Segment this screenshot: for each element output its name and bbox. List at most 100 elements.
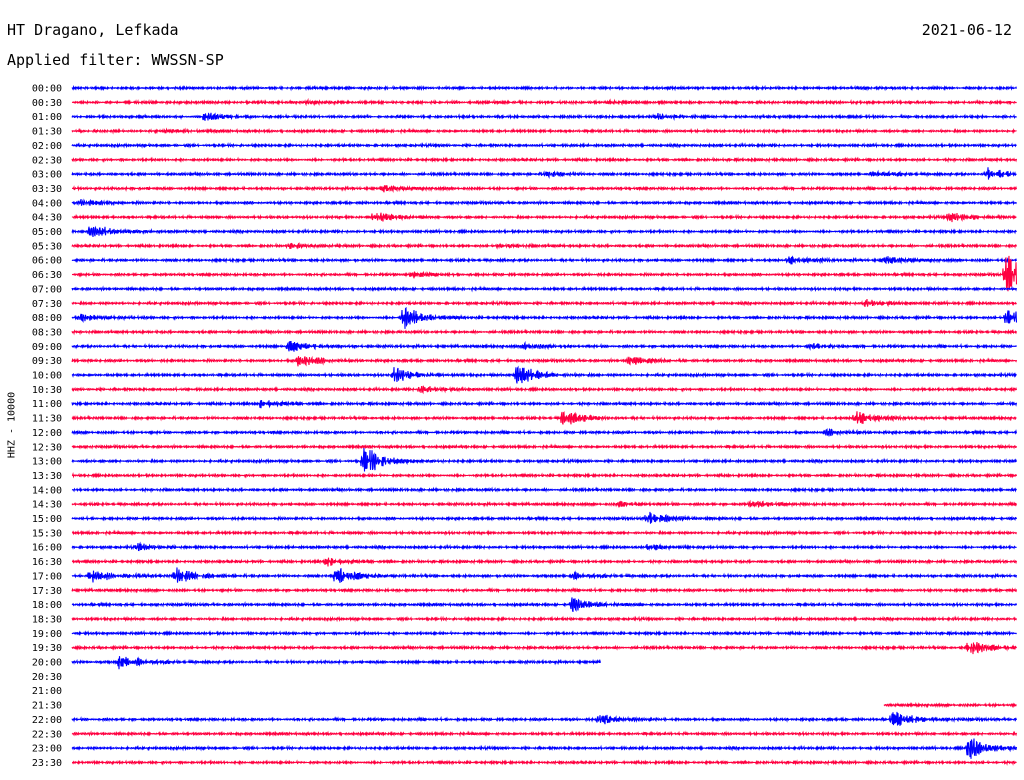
trace-1230 xyxy=(71,443,1018,451)
row-label-2000: 20:00 xyxy=(32,658,62,669)
row-label-0830: 08:30 xyxy=(32,327,62,338)
row-label-1300: 13:00 xyxy=(32,457,62,468)
trace-1600 xyxy=(71,541,1017,552)
trace-0200 xyxy=(71,141,1017,149)
trace-1930 xyxy=(71,641,1017,655)
row-label-0330: 03:30 xyxy=(32,184,62,195)
row-label-1030: 10:30 xyxy=(32,385,62,396)
seismic-traces xyxy=(71,84,1018,766)
trace-2130 xyxy=(883,701,1017,709)
row-label-1730: 17:30 xyxy=(32,586,62,597)
trace-0400 xyxy=(71,198,1017,207)
row-label-1500: 15:00 xyxy=(32,514,62,525)
trace-0630 xyxy=(71,255,1018,292)
row-label-1200: 12:00 xyxy=(32,428,62,439)
trace-1330 xyxy=(71,471,1018,479)
trace-1000 xyxy=(71,365,1017,384)
trace-2300 xyxy=(71,738,1018,759)
trace-1030 xyxy=(71,385,1018,395)
trace-2000 xyxy=(71,656,602,670)
row-label-0530: 05:30 xyxy=(32,241,62,252)
row-label-1900: 19:00 xyxy=(32,629,62,640)
trace-0800 xyxy=(71,306,1018,329)
trace-1400 xyxy=(71,486,1017,494)
row-label-0900: 09:00 xyxy=(32,342,62,353)
trace-1630 xyxy=(71,557,1018,567)
row-label-1800: 18:00 xyxy=(32,600,62,611)
row-label-0700: 07:00 xyxy=(32,284,62,295)
row-label-0930: 09:30 xyxy=(32,356,62,367)
row-label-2230: 22:30 xyxy=(32,729,62,740)
row-label-2100: 21:00 xyxy=(32,686,62,697)
trace-1300 xyxy=(71,448,1018,472)
trace-0830 xyxy=(71,328,1018,336)
row-label-0000: 00:00 xyxy=(32,84,62,95)
trace-1500 xyxy=(71,511,1018,524)
row-label-0800: 08:00 xyxy=(32,313,62,324)
trace-0230 xyxy=(71,156,1018,164)
row-label-2330: 23:30 xyxy=(32,758,62,769)
station-title: HT Dragano, Lefkada xyxy=(7,21,179,39)
trace-1100 xyxy=(71,399,1018,409)
trace-1800 xyxy=(71,597,1018,612)
row-label-1700: 17:00 xyxy=(32,571,62,582)
trace-1830 xyxy=(71,615,1018,623)
row-label-1100: 11:00 xyxy=(32,399,62,410)
trace-1900 xyxy=(71,629,1017,637)
trace-0500 xyxy=(71,225,1017,238)
row-label-0130: 01:30 xyxy=(32,127,62,138)
row-label-1400: 14:00 xyxy=(32,485,62,496)
row-label-1530: 15:30 xyxy=(32,528,62,539)
trace-0700 xyxy=(71,285,1018,293)
trace-0930 xyxy=(71,355,1018,367)
row-label-0630: 06:30 xyxy=(32,270,62,281)
row-label-0030: 00:30 xyxy=(32,98,62,109)
trace-0900 xyxy=(71,340,1017,352)
trace-2200 xyxy=(71,711,1018,726)
row-label-2130: 21:30 xyxy=(32,701,62,712)
trace-0130 xyxy=(71,127,1017,135)
row-label-2300: 23:00 xyxy=(32,744,62,755)
row-label-0730: 07:30 xyxy=(32,299,62,310)
row-label-1430: 14:30 xyxy=(32,500,62,511)
trace-0100 xyxy=(71,112,1017,121)
row-label-1630: 16:30 xyxy=(32,557,62,568)
row-label-0400: 04:00 xyxy=(32,198,62,209)
row-label-0430: 04:30 xyxy=(32,213,62,224)
trace-2330 xyxy=(71,759,1017,766)
row-label-0100: 01:00 xyxy=(32,112,62,123)
trace-2230 xyxy=(71,730,1018,738)
row-label-0300: 03:00 xyxy=(32,170,62,181)
row-label-1600: 16:00 xyxy=(32,543,62,554)
trace-0330 xyxy=(72,184,1018,193)
trace-0030 xyxy=(71,97,1017,107)
trace-1730 xyxy=(71,586,1018,594)
row-label-1130: 11:30 xyxy=(32,414,62,425)
trace-1530 xyxy=(71,529,1018,537)
trace-1200 xyxy=(71,428,1018,437)
row-label-1330: 13:30 xyxy=(32,471,62,482)
trace-1130 xyxy=(71,411,1017,425)
trace-0430 xyxy=(71,212,1017,223)
trace-0730 xyxy=(71,298,1017,308)
row-label-0230: 02:30 xyxy=(32,155,62,166)
filter-label: Applied filter: WWSSN-SP xyxy=(7,51,224,69)
trace-1700 xyxy=(71,567,1018,583)
row-label-0600: 06:00 xyxy=(32,256,62,267)
row-label-2030: 20:30 xyxy=(32,672,62,683)
row-label-1000: 10:00 xyxy=(32,371,62,382)
trace-0000 xyxy=(71,84,1018,92)
row-label-1230: 12:30 xyxy=(32,442,62,453)
date-label: 2021-06-12 xyxy=(921,21,1012,39)
row-label-0500: 05:00 xyxy=(32,227,62,238)
trace-0530 xyxy=(71,242,1018,250)
trace-0300 xyxy=(71,167,1017,180)
row-label-1930: 19:30 xyxy=(32,643,62,654)
row-label-1830: 18:30 xyxy=(32,614,62,625)
row-label-0200: 02:00 xyxy=(32,141,62,152)
row-label-2200: 22:00 xyxy=(32,715,62,726)
row-labels: 00:00 00:30 01:00 01:30 02:00 02:30 03:00 03:30… xyxy=(32,84,62,769)
trace-0600 xyxy=(71,255,1018,265)
trace-1430 xyxy=(71,499,1018,509)
